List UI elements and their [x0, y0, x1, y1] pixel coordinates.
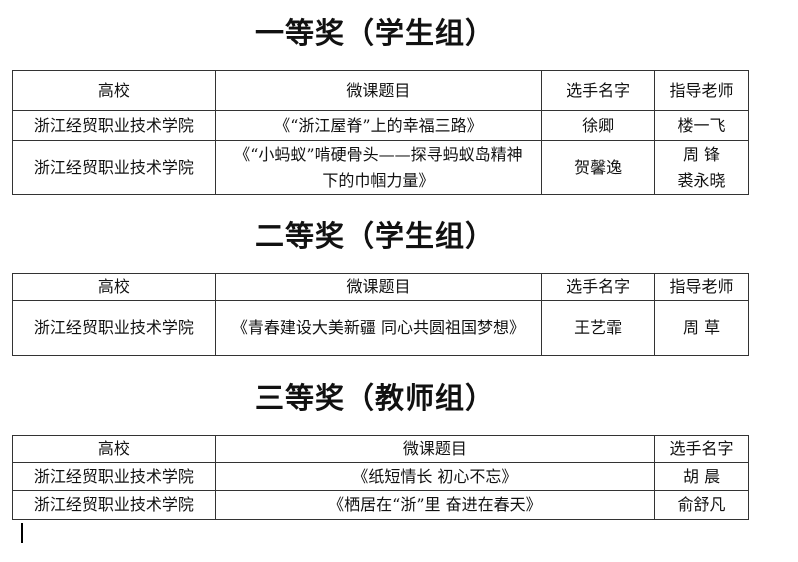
- header-contestant: 选手名字: [541, 273, 656, 301]
- cell-title: 《“小蚂蚁”啃硬骨头——探寻蚂蚁岛精神下的巾帼力量》: [214, 140, 543, 195]
- header-contestant: 选手名字: [541, 70, 656, 111]
- header-school: 高校: [12, 435, 216, 463]
- cell-advisor: 周 锋 裘永晓: [654, 140, 749, 195]
- second-prize-table: 高校 微课题目 选手名字 指导老师 浙江经贸职业技术学院 《青春建设大美新疆 同…: [12, 273, 749, 356]
- header-advisor: 指导老师: [654, 70, 749, 111]
- table-row: 浙江经贸职业技术学院 《“小蚂蚁”啃硬骨头——探寻蚂蚁岛精神下的巾帼力量》 贺馨…: [12, 140, 749, 195]
- cell-title: 《青春建设大美新疆 同心共圆祖国梦想》: [214, 300, 543, 356]
- cell-school: 浙江经贸职业技术学院: [12, 110, 216, 141]
- section-title-first-prize: 一等奖（学生组）: [254, 16, 495, 50]
- header-title: 微课题目: [214, 70, 543, 111]
- cell-school: 浙江经贸职业技术学院: [12, 300, 216, 356]
- cell-school: 浙江经贸职业技术学院: [12, 462, 216, 491]
- first-prize-table: 高校 微课题目 选手名字 指导老师 浙江经贸职业技术学院 《“浙江屋脊”上的幸福…: [12, 70, 749, 195]
- table-header-row: 高校 微课题目 选手名字: [12, 435, 749, 463]
- header-school: 高校: [12, 70, 216, 111]
- header-title: 微课题目: [214, 435, 656, 463]
- cell-advisor: 周 草: [654, 300, 749, 356]
- table-row: 浙江经贸职业技术学院 《青春建设大美新疆 同心共圆祖国梦想》 王艺霏 周 草: [12, 300, 749, 356]
- table-row: 浙江经贸职业技术学院 《纸短情长 初心不忘》 胡 晨: [12, 462, 749, 491]
- header-advisor: 指导老师: [654, 273, 749, 301]
- section-title-second-prize: 二等奖（学生组）: [254, 219, 495, 253]
- table-row: 浙江经贸职业技术学院 《“浙江屋脊”上的幸福三路》 徐卿 楼一飞: [12, 110, 749, 141]
- table-row: 浙江经贸职业技术学院 《栖居在“浙”里 奋进在春天》 俞舒凡: [12, 490, 749, 520]
- cell-title: 《栖居在“浙”里 奋进在春天》: [214, 490, 656, 520]
- cell-contestant: 贺馨逸: [541, 140, 656, 195]
- cell-title: 《纸短情长 初心不忘》: [214, 462, 656, 491]
- cell-school: 浙江经贸职业技术学院: [12, 490, 216, 520]
- third-prize-table: 高校 微课题目 选手名字 浙江经贸职业技术学院 《纸短情长 初心不忘》 胡 晨 …: [12, 435, 749, 520]
- cell-contestant: 王艺霏: [541, 300, 656, 356]
- section-title-third-prize: 三等奖（教师组）: [254, 381, 495, 415]
- header-title: 微课题目: [214, 273, 543, 301]
- cell-contestant: 俞舒凡: [654, 490, 749, 520]
- text-cursor: [21, 523, 23, 543]
- cell-contestant: 徐卿: [541, 110, 656, 141]
- table-header-row: 高校 微课题目 选手名字 指导老师: [12, 70, 749, 111]
- cell-contestant: 胡 晨: [654, 462, 749, 491]
- cell-advisor: 楼一飞: [654, 110, 749, 141]
- cell-school: 浙江经贸职业技术学院: [12, 140, 216, 195]
- table-header-row: 高校 微课题目 选手名字 指导老师: [12, 273, 749, 301]
- header-contestant: 选手名字: [654, 435, 749, 463]
- header-school: 高校: [12, 273, 216, 301]
- cell-title: 《“浙江屋脊”上的幸福三路》: [214, 110, 543, 141]
